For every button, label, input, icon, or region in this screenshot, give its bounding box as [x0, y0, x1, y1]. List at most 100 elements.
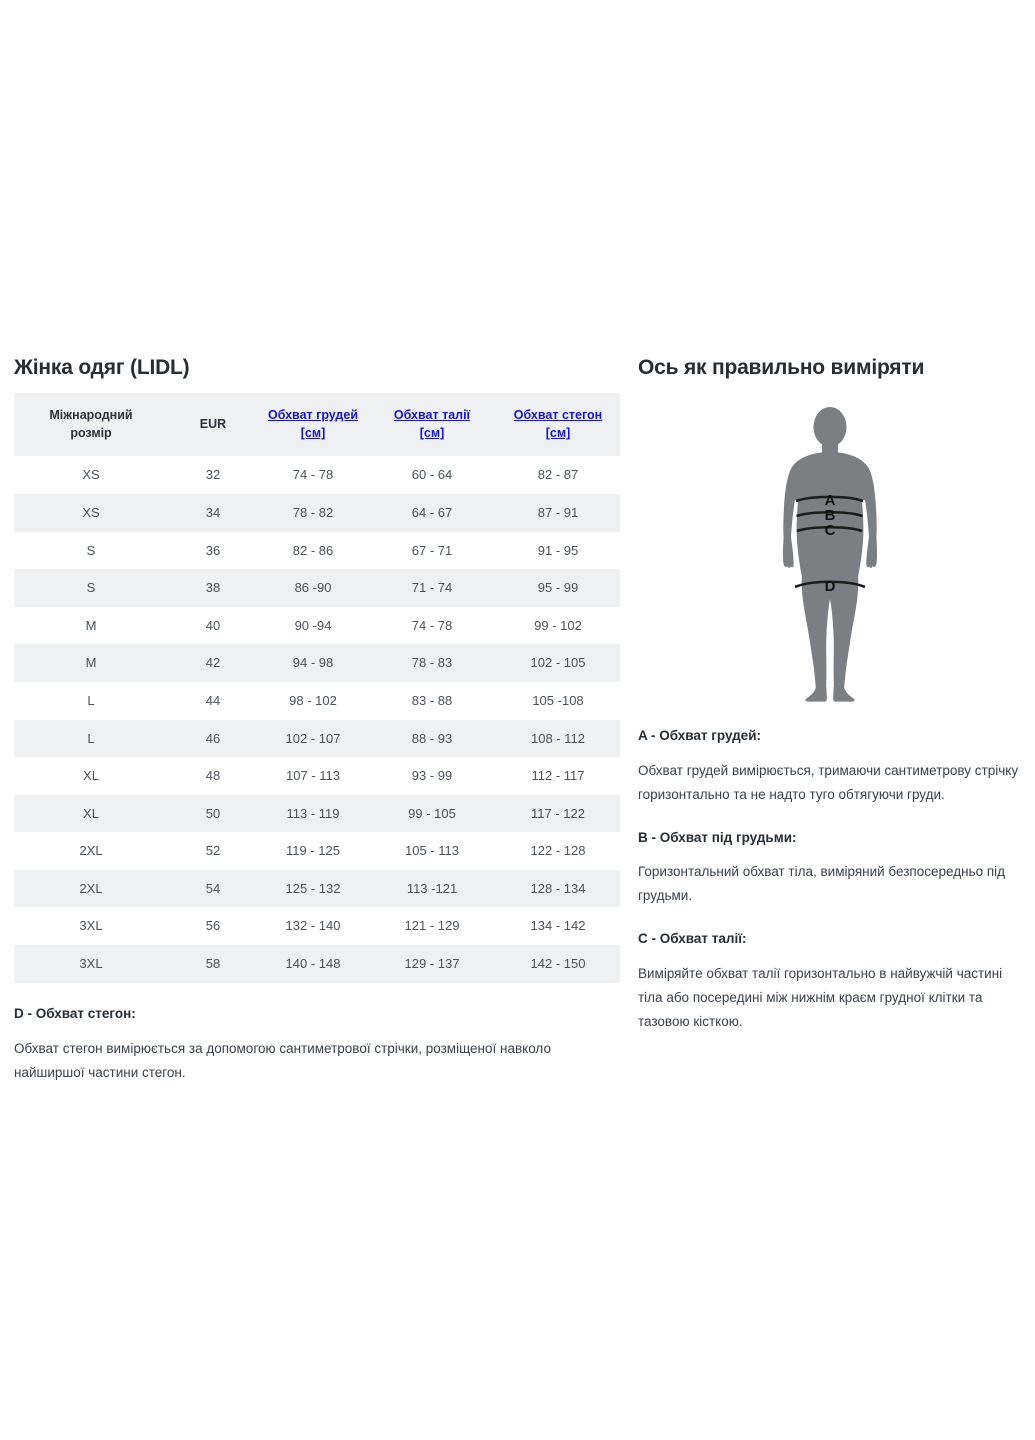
column-header-waist: Обхват талії [см] — [368, 393, 496, 457]
cell-hips: 112 - 117 — [496, 757, 620, 795]
female-silhouette-icon: A B C D — [782, 407, 878, 702]
measure-c-body: Виміряйте обхват талії горизонтально в н… — [638, 965, 1003, 1029]
header-line-1: EUR — [199, 417, 227, 432]
label-b: B — [825, 507, 836, 524]
cell-hips: 142 - 150 — [496, 945, 620, 983]
cell-waist: 93 - 99 — [368, 757, 496, 795]
measure-b-body: Горизонтальний обхват тіла, виміряний бе… — [638, 864, 1006, 904]
table-row: XS 32 74 - 78 60 - 64 82 - 87 — [14, 456, 620, 494]
cell-waist: 78 - 83 — [368, 644, 496, 682]
cell-chest: 132 - 140 — [258, 907, 368, 946]
label-d: D — [825, 578, 836, 595]
waist-link[interactable]: Обхват талії — [393, 408, 471, 423]
cell-chest: 74 - 78 — [258, 456, 368, 494]
cell-waist: 105 - 113 — [368, 832, 496, 870]
waist-unit-link[interactable]: [см] — [419, 426, 445, 441]
cell-intl-size: XS — [14, 493, 168, 532]
cell-hips: 91 - 95 — [496, 531, 620, 570]
measure-a-heading: A - Обхват грудей: — [638, 728, 761, 744]
cell-intl-size: L — [14, 681, 168, 720]
cell-hips: 128 - 134 — [496, 869, 620, 908]
cell-waist: 64 - 67 — [368, 493, 496, 532]
cell-waist: 121 - 129 — [368, 907, 496, 946]
cell-chest: 107 - 113 — [258, 757, 368, 795]
table-header: Міжнародний розмір EUR Обхват грудей [см… — [14, 393, 620, 457]
header-line-2: розмір — [70, 426, 112, 441]
cell-waist: 67 - 71 — [368, 531, 496, 570]
cell-eur: 56 — [168, 907, 258, 946]
band-d-line — [794, 580, 866, 589]
cell-waist: 60 - 64 — [368, 456, 496, 494]
cell-hips: 122 - 128 — [496, 832, 620, 870]
table-row: S 36 82 - 86 67 - 71 91 - 95 — [14, 531, 620, 570]
page-title: Жінка одяг (LIDL) — [14, 356, 190, 379]
cell-waist: 99 - 105 — [368, 794, 496, 833]
chest-link[interactable]: Обхват грудей — [267, 408, 359, 423]
size-chart-table: Міжнародний розмір EUR Обхват грудей [см… — [14, 393, 620, 983]
cell-intl-size: 2XL — [14, 869, 168, 908]
measure-b-heading: B - Обхват під грудьми: — [638, 829, 797, 845]
cell-chest: 78 - 82 — [258, 493, 368, 532]
cell-chest: 102 - 107 — [258, 719, 368, 758]
measurement-bands — [794, 495, 866, 589]
table-row: 3XL 56 132 - 140 121 - 129 134 - 142 — [14, 907, 620, 946]
measure-b-block: B - Обхват під грудьми: Горизонтальний о… — [638, 829, 1021, 909]
band-a-line — [795, 495, 864, 503]
cell-intl-size: 2XL — [14, 832, 168, 870]
measure-c-block: C - Обхват талії: Виміряйте обхват талії… — [638, 930, 1021, 1034]
cell-waist: 113 -121 — [368, 869, 496, 908]
cell-hips: 105 -108 — [496, 681, 620, 720]
cell-eur: 48 — [168, 757, 258, 795]
cell-eur: 44 — [168, 681, 258, 720]
cell-chest: 90 -94 — [258, 606, 368, 645]
table-row: S 38 86 -90 71 - 74 95 - 99 — [14, 569, 620, 607]
cell-hips: 134 - 142 — [496, 907, 620, 946]
cell-intl-size: M — [14, 606, 168, 645]
silhouette-shape — [782, 407, 878, 702]
cell-waist: 83 - 88 — [368, 681, 496, 720]
cell-hips: 108 - 112 — [496, 719, 620, 758]
cell-chest: 86 -90 — [258, 569, 368, 607]
table-row: 2XL 52 119 - 125 105 - 113 122 - 128 — [14, 832, 620, 870]
table-row: M 40 90 -94 74 - 78 99 - 102 — [14, 606, 620, 645]
measure-a-body: Обхват грудей вимірюється, тримаючи сант… — [638, 762, 1019, 802]
cell-chest: 82 - 86 — [258, 531, 368, 570]
body-figure: A B C D — [638, 407, 1021, 705]
column-header-hips: Обхват стегон [см] — [496, 393, 620, 457]
column-header-intl-size: Міжнародний розмір — [14, 393, 168, 457]
table-body: XS 32 74 - 78 60 - 64 82 - 87 XS 34 78 - 82 64 -… — [14, 456, 620, 983]
cell-intl-size: L — [14, 719, 168, 758]
cell-chest: 113 - 119 — [258, 794, 368, 833]
table-row: 2XL 54 125 - 132 113 -121 128 - 134 — [14, 869, 620, 908]
cell-eur: 46 — [168, 719, 258, 758]
chest-unit-link[interactable]: [см] — [300, 426, 326, 441]
band-labels: A B C D — [825, 492, 836, 595]
table-row: 3XL 58 140 - 148 129 - 137 142 - 150 — [14, 945, 620, 983]
measure-c-heading: C - Обхват талії: — [638, 931, 747, 947]
cell-intl-size: 3XL — [14, 945, 168, 983]
cell-intl-size: 3XL — [14, 907, 168, 946]
table-row: XL 50 113 - 119 99 - 105 117 - 122 — [14, 794, 620, 833]
cell-waist: 74 - 78 — [368, 606, 496, 645]
cell-waist: 88 - 93 — [368, 719, 496, 758]
cell-hips: 95 - 99 — [496, 569, 620, 607]
cell-intl-size: M — [14, 644, 168, 682]
cell-hips: 99 - 102 — [496, 606, 620, 645]
band-c-line — [796, 526, 863, 533]
cell-intl-size: XL — [14, 794, 168, 833]
cell-chest: 125 - 132 — [258, 869, 368, 908]
column-header-eur: EUR — [168, 393, 258, 457]
cell-eur: 36 — [168, 531, 258, 570]
cell-chest: 140 - 148 — [258, 945, 368, 983]
cell-eur: 54 — [168, 869, 258, 908]
measure-d-body: Обхват стегон вимірюється за допомогою с… — [14, 1041, 551, 1081]
header-line-1: Міжнародний — [49, 408, 133, 423]
hips-unit-link[interactable]: [см] — [545, 426, 571, 441]
cell-hips: 102 - 105 — [496, 644, 620, 682]
hips-link[interactable]: Обхват стегон — [513, 408, 603, 423]
cell-eur: 38 — [168, 569, 258, 607]
table-row: XS 34 78 - 82 64 - 67 87 - 91 — [14, 493, 620, 532]
cell-eur: 42 — [168, 644, 258, 682]
cell-intl-size: XL — [14, 757, 168, 795]
